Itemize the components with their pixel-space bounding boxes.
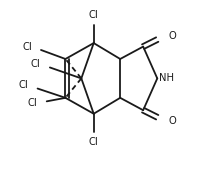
Text: NH: NH [159, 73, 174, 83]
Text: Cl: Cl [89, 10, 99, 20]
Text: Cl: Cl [19, 80, 28, 90]
Text: O: O [169, 116, 176, 126]
Text: Cl: Cl [22, 42, 32, 52]
Text: O: O [169, 31, 176, 41]
Text: Cl: Cl [31, 59, 41, 69]
Text: Cl: Cl [89, 137, 99, 147]
Text: Cl: Cl [28, 98, 37, 108]
